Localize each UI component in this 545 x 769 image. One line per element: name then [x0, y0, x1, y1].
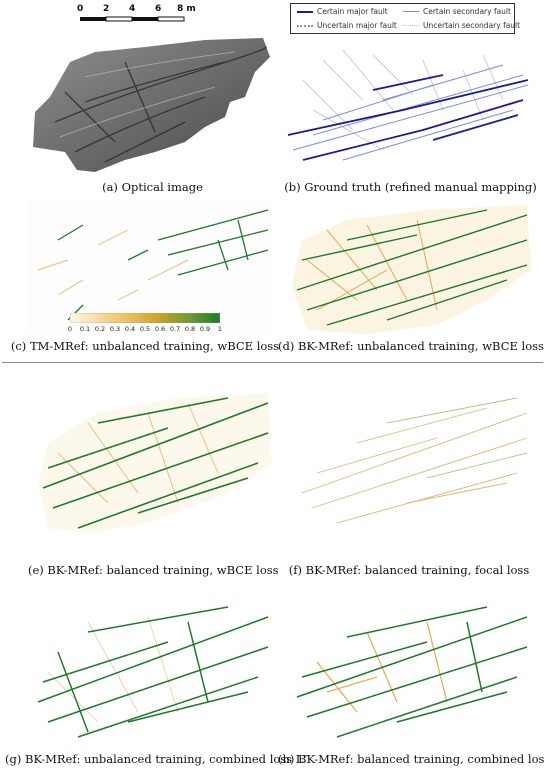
caption-c: (c) TM-MRef: unbalanced training, wBCE l…: [10, 339, 280, 353]
legend-certain-major: Certain major fault: [297, 7, 388, 16]
caption-g: (g) BK-MRef: unbalanced training, combin…: [5, 752, 308, 766]
scale-tick-4: 4: [129, 4, 136, 14]
panel-h: [287, 592, 531, 742]
scale-tick-8m: 8 m: [177, 4, 196, 14]
caption-a: (a) Optical image: [102, 180, 203, 194]
legend-label-uncertain-major: Uncertain major fault: [317, 21, 397, 30]
cbar-tick-0.9: 0.9: [199, 325, 211, 333]
cbar-tick-0.1: 0.1: [79, 325, 91, 333]
legend-label-uncertain-secondary: Uncertain secondary fault: [423, 21, 521, 30]
legend-uncertain-secondary: Uncertain secondary fault: [403, 21, 520, 30]
panel-ground-truth: [283, 40, 533, 175]
panel-f: [287, 383, 531, 538]
legend-label-certain-secondary: Certain secondary fault: [423, 7, 511, 16]
panel-optical-image: 0 2 4 6 8 m: [25, 2, 280, 177]
panel-d-bk-mref: [287, 200, 531, 334]
prediction-g-svg: [37, 606, 269, 738]
legend-uncertain-major: Uncertain major fault: [297, 21, 397, 30]
legend-certain-secondary: Certain secondary fault: [403, 7, 511, 16]
caption-e: (e) BK-MRef: balanced training, wBCE los…: [28, 563, 279, 577]
cbar-tick-0.8: 0.8: [184, 325, 196, 333]
scale-tick-6: 6: [155, 4, 162, 14]
cbar-tick-0.6: 0.6: [154, 325, 166, 333]
prediction-c-svg: [28, 200, 272, 334]
scale-tick-0: 0: [77, 4, 84, 14]
cbar-tick-0.2: 0.2: [94, 325, 106, 333]
caption-f: (f) BK-MRef: balanced training, focal lo…: [288, 563, 530, 577]
cbar-tick-1: 1: [217, 325, 223, 333]
scale-tick-2: 2: [103, 4, 110, 14]
prediction-f-svg: [301, 397, 528, 524]
panel-c-tm-mref: [28, 200, 272, 334]
panel-e: [28, 383, 272, 538]
panel-g: [28, 592, 272, 742]
colorbar: [70, 313, 220, 323]
cbar-tick-0.4: 0.4: [124, 325, 136, 333]
prediction-h-svg: [296, 606, 528, 738]
legend-box: Certain major fault Certain secondary fa…: [290, 3, 520, 34]
cbar-tick-0.3: 0.3: [109, 325, 121, 333]
legend-swatch-certain-major: [297, 10, 313, 13]
scale-bar: [80, 16, 185, 22]
cbar-tick-0: 0: [67, 325, 73, 333]
legend-label-certain-major: Certain major fault: [317, 7, 388, 16]
optical-image-svg: [33, 16, 270, 172]
outcrop-photo: [33, 38, 270, 172]
prediction-e-svg: [38, 393, 272, 533]
legend-swatch-uncertain-secondary: [403, 25, 419, 26]
caption-h: (h) BK-MRef: balanced training, combined…: [278, 752, 545, 766]
cbar-tick-0.5: 0.5: [139, 325, 151, 333]
prediction-d-svg: [292, 205, 531, 334]
legend-swatch-uncertain-major: [297, 24, 313, 27]
caption-d: (d) BK-MRef: unbalanced training, wBCE l…: [278, 339, 544, 353]
colorbar-svg: [70, 313, 220, 323]
section-divider: [2, 362, 543, 363]
ground-truth-svg: [287, 49, 529, 161]
caption-b: (b) Ground truth (refined manual mapping…: [284, 180, 537, 194]
cbar-tick-0.7: 0.7: [169, 325, 181, 333]
legend-swatch-certain-secondary: [403, 11, 419, 12]
